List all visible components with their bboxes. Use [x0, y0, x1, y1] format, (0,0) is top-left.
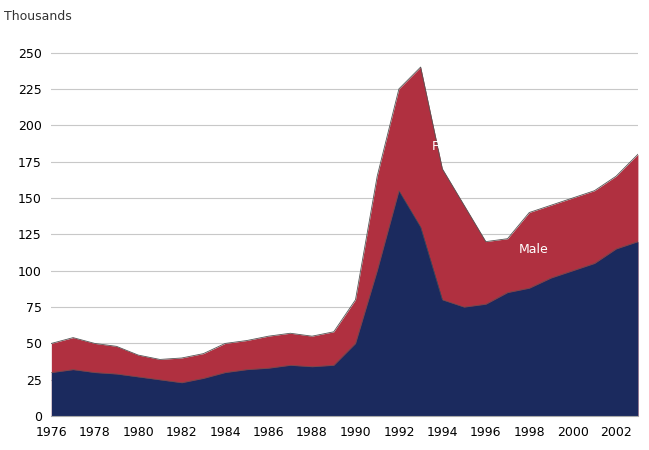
- Text: Female: Female: [432, 140, 477, 153]
- Text: Thousands: Thousands: [5, 10, 72, 23]
- Text: Male: Male: [519, 243, 548, 256]
